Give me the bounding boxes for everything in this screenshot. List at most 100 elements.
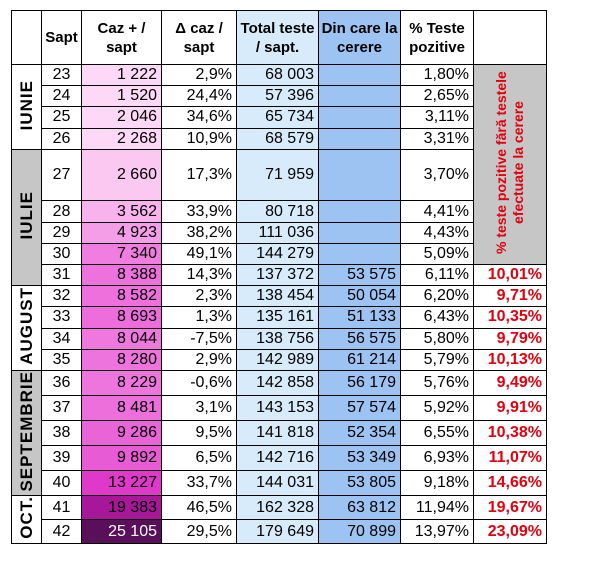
delta-cell: 49,1% [161,242,237,266]
positive-cell: 4,41% [400,200,474,223]
cases-cell: 3 562 [81,200,162,223]
side-note-text: % teste pozitive fără testele efectuate … [493,71,526,254]
cases-cell: 8 229 [81,369,162,397]
on-request-cell: 52 354 [318,420,401,447]
tests-cell: 111 036 [236,221,319,244]
on-request-cell: 50 054 [318,285,401,308]
positive-cell: 6,43% [400,306,474,329]
header-delta: Δ caz / sapt [161,10,237,65]
delta-cell: 14,3% [161,263,237,287]
cases-cell: 8 481 [81,395,162,422]
tests-cell: 144 031 [236,470,319,497]
delta-cell: 2,3% [161,285,237,308]
delta-cell: 6,5% [161,445,237,472]
delta-cell: 29,5% [161,519,237,545]
week-cell: 39 [41,445,82,472]
month-label: SEPTEMBRIE [11,369,42,497]
cases-cell: 8 388 [81,263,162,287]
delta-cell: -7,5% [161,327,237,350]
week-cell: 25 [41,106,82,129]
on-request-cell [318,63,401,87]
positive-cell: 3,31% [400,127,474,150]
excl-positive-cell: 10,35% [473,306,547,329]
header-week: Sapt [41,10,82,65]
excl-positive-cell: 23,09% [473,519,547,545]
week-cell: 24 [41,85,82,108]
on-request-cell: 70 899 [318,519,401,545]
delta-cell: 46,5% [161,495,237,521]
week-cell: 38 [41,420,82,447]
weekly-stats-table: Sapt Caz + / sapt Δ caz / sapt Total tes… [11,10,547,545]
table-row: 28 3 562 33,9% 80 718 4,41% [12,200,547,223]
on-request-cell [318,200,401,223]
on-request-cell [318,85,401,108]
table-row: 33 8 693 1,3% 135 161 51 133 6,43% 10,35% [12,306,547,329]
on-request-cell: 63 812 [318,495,401,521]
positive-cell: 9,18% [400,470,474,497]
month-label-text: OCT. [16,496,36,540]
excl-positive-cell: 11,07% [473,445,547,472]
table-body: IUNIE 23 1 222 2,9% 68 003 1,80%% teste pozit… [11,63,547,545]
header-blank [473,10,547,65]
positive-cell: 6,55% [400,420,474,447]
week-cell: 34 [41,327,82,350]
positive-cell: 3,70% [400,148,474,202]
on-request-cell: 57 574 [318,395,401,422]
positive-cell: 6,93% [400,445,474,472]
cases-cell: 9 892 [81,445,162,472]
cases-cell: 1 520 [81,85,162,108]
positive-cell: 6,11% [400,263,474,287]
table-row: AUGUST 32 8 582 2,3% 138 454 50 054 6,20% 9,71% [11,285,547,371]
table-row: SEPTEMBRIE 36 8 229 -0,6% 142 858 56 179 5,76%… [11,369,547,497]
positive-cell: 6,20% [400,285,474,308]
positive-cell: 4,43% [400,221,474,244]
cases-cell: 2 046 [81,106,162,129]
positive-cell: 1,80% [400,63,474,87]
cases-cell: 8 582 [81,285,162,308]
delta-cell: 9,5% [161,420,237,447]
side-note: % teste pozitive fără testele efectuate … [473,64,547,265]
excl-positive-cell: 10,01% [473,263,547,287]
table-row: IUNIE 23 1 222 2,9% 68 003 1,80% % teste pozit… [11,63,547,265]
delta-cell: 3,1% [161,395,237,422]
excl-positive-cell: 9,79% [473,327,547,350]
cases-cell: 8 044 [81,327,162,350]
positive-cell: 11,94% [400,495,474,521]
delta-cell: 38,2% [161,221,237,244]
tests-cell: 68 579 [236,127,319,150]
positive-cell: 5,79% [400,348,474,371]
month-label-text: IUNIE [16,79,36,131]
delta-cell: 2,9% [161,348,237,371]
cases-cell: 4 923 [81,221,162,244]
week-cell: 27 [41,148,82,202]
tests-cell: 144 279 [236,242,319,266]
tests-cell: 57 396 [236,85,319,108]
delta-cell: -0,6% [161,369,237,397]
table-row: IULIE 27 2 660 17,3% 71 959 3,70% [11,148,547,287]
on-request-cell: 56 179 [318,369,401,397]
cases-cell: 2 268 [81,127,162,150]
week-cell: 36 [41,369,82,397]
tests-cell: 80 718 [236,200,319,223]
on-request-cell [318,106,401,129]
header-row: Sapt Caz + / sapt Δ caz / sapt Total tes… [11,10,547,65]
on-request-cell: 53 349 [318,445,401,472]
delta-cell: 33,7% [161,470,237,497]
month-label-text: SEPTEMBRIE [16,370,36,492]
on-request-cell: 61 214 [318,348,401,371]
excl-positive-cell: 9,49% [473,369,547,397]
header-positive: % Teste pozitive [400,10,474,65]
month-label-text: AUGUST [16,287,36,365]
tests-cell: 68 003 [236,63,319,87]
positive-cell: 5,92% [400,395,474,422]
positive-cell: 13,97% [400,519,474,545]
tests-cell: 141 818 [236,420,319,447]
cases-cell: 25 105 [81,519,162,545]
on-request-cell [318,127,401,150]
positive-cell: 5,09% [400,242,474,266]
positive-cell: 5,80% [400,327,474,350]
excl-positive-cell: 10,13% [473,348,547,371]
positive-cell: 5,76% [400,369,474,397]
month-label-text: IULIE [16,191,36,240]
tests-cell: 143 153 [236,395,319,422]
